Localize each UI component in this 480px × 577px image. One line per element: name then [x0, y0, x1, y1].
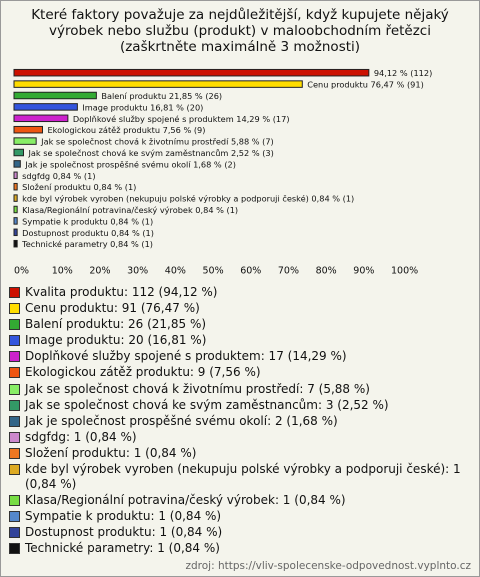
legend-swatch	[9, 464, 20, 476]
legend-item: Složení produktu: 1 (0,84 %)	[7, 446, 473, 461]
x-tick-label: 20%	[89, 266, 110, 277]
legend-swatch	[9, 367, 20, 379]
value-label: Cenu produktu 76,47 % (91)	[307, 80, 424, 90]
legend-label: Jak je společnost prospěšné svému okolí:…	[25, 413, 338, 428]
chart-title: Které faktory považuje za nejdůležitější…	[31, 7, 449, 55]
legend-item: Jak je společnost prospěšné svému okolí:…	[7, 414, 473, 429]
legend-label: sdgfdg: 1 (0,84 %)	[25, 429, 137, 444]
legend-swatch	[9, 383, 20, 395]
legend-item: Jak se společnost chová ke svým zaměstna…	[7, 398, 473, 413]
legend-item: Technické parametry: 1 (0,84 %)	[7, 541, 473, 556]
legend-label: Cenu produktu: 91 (76,47 %)	[25, 301, 200, 316]
value-label: Image produktu 16,81 % (20)	[82, 102, 203, 112]
plot: 0% 10% 20% 30% 40% 50% 60% 70% 80% 90% 100% 94,12 %…	[13, 68, 432, 277]
bar	[13, 171, 18, 180]
legend-label: kde byl výrobek vyroben (nekupuju polské…	[25, 462, 461, 491]
legend-swatch	[9, 287, 20, 298]
bar	[13, 114, 69, 123]
legend-item: Klasa/Regionální potravina/český výrobek…	[7, 493, 473, 508]
legend-swatch	[9, 526, 20, 538]
source: zdroj: https://vliv-spolecenske-odpovedn…	[185, 560, 472, 572]
legend-swatch	[9, 494, 20, 506]
legend-label: Image produktu: 20 (16,81 %)	[25, 333, 207, 348]
legend-item: kde byl výrobek vyroben (nekupuju polské…	[7, 462, 473, 491]
legend-swatch	[9, 335, 20, 347]
bar	[13, 239, 18, 248]
bar	[13, 205, 18, 214]
x-tick-label: 60%	[240, 266, 261, 277]
value-label: Balení produktu 21,85 % (26)	[101, 91, 222, 101]
bar	[13, 125, 44, 134]
x-tick-label: 50%	[203, 266, 224, 277]
legend-label: Složení produktu: 1 (0,84 %)	[25, 445, 197, 460]
legend: Kvalita produktu: 112 (94,12 %) Cenu prod…	[7, 285, 473, 557]
legend-label: Technické parametry: 1 (0,84 %)	[25, 541, 220, 555]
legend-swatch	[9, 303, 20, 315]
x-tick-label: 100%	[391, 266, 418, 277]
bar	[13, 160, 21, 168]
legend-swatch	[9, 543, 20, 554]
legend-item: Sympatie k produktu: 1 (0,84 %)	[7, 509, 473, 524]
value-label: Sympatie k produktu 0,84 % (1)	[22, 216, 153, 226]
value-label: Složení produktu 0,84 % (1)	[22, 182, 136, 192]
value-label: Ekologickou zátěž produktu 7,56 % (9)	[48, 125, 206, 135]
legend-item: Cenu produktu: 91 (76,47 %)	[7, 301, 473, 316]
value-label: sdgfdg 0,84 % (1)	[22, 171, 95, 181]
legend-label: Sympatie k produktu: 1 (0,84 %)	[25, 508, 222, 523]
legend-swatch	[9, 399, 20, 411]
value-label: Jak se společnost chová ke svým zaměstna…	[28, 148, 274, 158]
legend-item: sdgfdg: 1 (0,84 %)	[7, 430, 473, 445]
legend-swatch	[9, 351, 20, 363]
bar	[13, 217, 18, 225]
legend-label: Dostupnost produktu: 1 (0,84 %)	[25, 524, 223, 539]
legend-swatch	[9, 415, 20, 427]
x-tick-label: 30%	[127, 266, 148, 277]
bar	[13, 68, 370, 77]
x-tick-label: 0%	[14, 266, 29, 277]
legend-label: Kvalita produktu: 112 (94,12 %)	[25, 285, 218, 299]
value-label: Doplňkové služby spojené s produktem 14,…	[73, 114, 290, 124]
value-label: Jak se společnost chová k životnímu pros…	[40, 137, 274, 147]
legend-swatch	[9, 447, 20, 459]
bar	[13, 80, 303, 88]
value-label: Dostupnost produktu 0,84 % (1)	[22, 228, 154, 238]
legend-item: Dostupnost produktu: 1 (0,84 %)	[7, 525, 473, 540]
legend-item: Doplňkové služby spojené s produktem: 17…	[7, 349, 473, 364]
legend-item: Ekologickou zátěž produktu: 9 (7,56 %)	[7, 365, 473, 380]
legend-item: Jak se společnost chová k životnímu pros…	[7, 382, 473, 397]
bar	[13, 182, 18, 191]
bar	[13, 91, 97, 100]
legend-label: Klasa/Regionální potravina/český výrobek…	[25, 492, 346, 507]
value-label: Klasa/Regionální potravina/český výrobek…	[22, 205, 238, 215]
x-tick-label: 90%	[353, 266, 374, 277]
legend-label: Jak se společnost chová ke svým zaměstna…	[25, 397, 389, 412]
legend-item: Kvalita produktu: 112 (94,12 %)	[7, 285, 473, 300]
legend-swatch	[9, 510, 20, 522]
x-tick-label: 70%	[278, 266, 299, 277]
bar	[13, 228, 18, 237]
x-tick-label: 40%	[165, 266, 186, 277]
value-label: kde byl výrobek vyroben (nekupuju polské…	[22, 194, 354, 204]
legend-label: Balení produktu: 26 (21,85 %)	[25, 317, 207, 332]
legend-label: Jak se společnost chová k životnímu pros…	[25, 381, 370, 396]
bar	[13, 194, 18, 202]
value-label: 94,12 % (112)	[374, 68, 432, 78]
legend-label: Doplňkové služby spojené s produktem: 17…	[25, 349, 347, 364]
x-tick-label: 80%	[316, 266, 337, 277]
legend-swatch	[9, 431, 20, 443]
legend-label: Ekologickou zátěž produktu: 9 (7,56 %)	[25, 365, 261, 380]
value-label: Technické parametry 0,84 % (1)	[21, 239, 153, 249]
x-tick-label: 10%	[52, 266, 73, 277]
legend-swatch	[9, 319, 20, 331]
bar	[13, 103, 78, 111]
value-label: Jak je společnost prospěšné svému okolí …	[24, 159, 236, 169]
bar	[13, 148, 25, 157]
bar	[13, 137, 37, 145]
legend-item: Balení produktu: 26 (21,85 %)	[7, 317, 473, 332]
legend-item: Image produktu: 20 (16,81 %)	[7, 333, 473, 348]
